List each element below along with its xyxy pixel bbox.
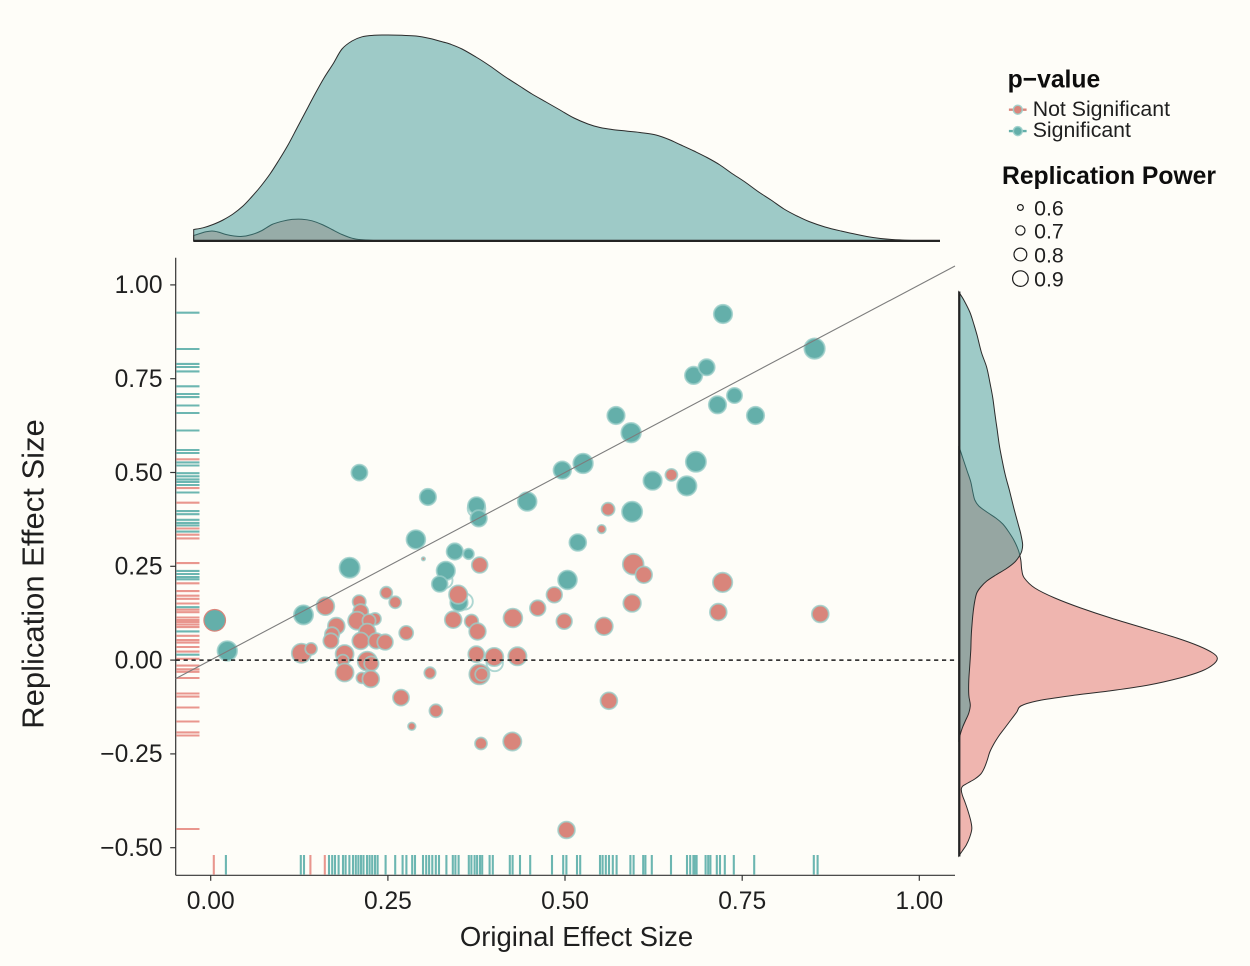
svg-text:−0.25: −0.25 bbox=[100, 741, 162, 768]
svg-text:Significant: Significant bbox=[1033, 118, 1131, 142]
svg-text:0.25: 0.25 bbox=[115, 554, 163, 581]
svg-text:Not Significant: Not Significant bbox=[1033, 97, 1170, 121]
svg-text:0.75: 0.75 bbox=[718, 888, 766, 915]
svg-text:0.50: 0.50 bbox=[541, 888, 589, 915]
svg-text:p−value: p−value bbox=[1008, 67, 1101, 94]
svg-text:0.00: 0.00 bbox=[115, 647, 163, 674]
svg-text:Replication Effect Size: Replication Effect Size bbox=[15, 419, 50, 729]
svg-text:0.25: 0.25 bbox=[364, 888, 412, 915]
svg-text:0.8: 0.8 bbox=[1034, 244, 1064, 268]
svg-text:0.00: 0.00 bbox=[187, 888, 235, 915]
svg-text:1.00: 1.00 bbox=[115, 272, 163, 299]
svg-text:Original Effect Size: Original Effect Size bbox=[460, 921, 693, 952]
svg-text:Replication Power: Replication Power bbox=[1002, 163, 1216, 190]
svg-text:0.75: 0.75 bbox=[115, 366, 163, 393]
svg-text:0.9: 0.9 bbox=[1034, 268, 1064, 292]
svg-text:−0.50: −0.50 bbox=[100, 835, 162, 862]
svg-text:0.7: 0.7 bbox=[1034, 219, 1064, 243]
svg-text:0.50: 0.50 bbox=[115, 460, 163, 487]
svg-text:0.6: 0.6 bbox=[1034, 197, 1064, 221]
svg-text:1.00: 1.00 bbox=[895, 888, 943, 915]
